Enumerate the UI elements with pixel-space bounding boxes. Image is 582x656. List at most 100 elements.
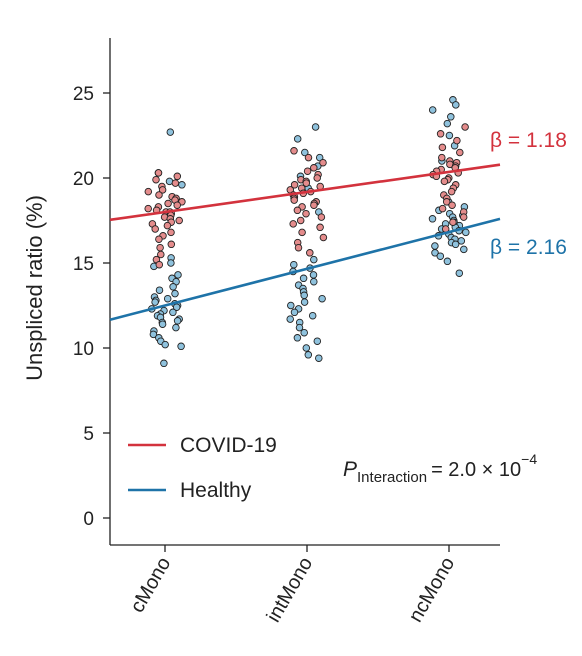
point-healthy [311,123,320,131]
point-healthy [290,260,298,269]
point-healthy [315,153,324,162]
point-healthy [155,286,164,294]
point-healthy [302,344,311,352]
point-covid-19 [310,164,318,172]
point-healthy [455,269,464,277]
point-covid-19 [459,213,468,221]
point-covid-19 [157,250,165,259]
point-covid-19 [152,175,160,184]
point-healthy [300,298,309,306]
point-healthy [151,298,159,306]
point-healthy [304,351,313,359]
point-healthy [172,303,181,311]
point-covid-19 [304,153,313,162]
point-healthy [299,274,308,283]
y-tick-label: 25 [73,84,94,105]
y-tick-label: 5 [83,424,94,445]
point-covid-19 [456,148,464,157]
point-healthy [452,101,460,109]
point-healthy [149,330,158,339]
point-covid-19 [173,172,182,181]
point-covid-19 [461,123,469,131]
point-healthy [169,283,177,291]
x-tick-label-intMono: intMono [263,554,318,627]
y-tick-label: 0 [83,509,94,530]
point-covid-19 [155,191,163,199]
point-healthy [286,315,294,323]
point-covid-19 [158,186,167,194]
point-covid-19 [302,209,310,218]
point-covid-19 [289,220,297,228]
point-covid-19 [298,228,306,237]
point-healthy [445,131,454,140]
beta-label-healthy: β = 2.16 [490,236,567,259]
point-covid-19 [290,147,298,155]
point-healthy [436,252,445,260]
point-healthy [158,320,167,328]
point-healthy [293,135,302,143]
point-covid-19 [164,199,172,208]
point-healthy [431,242,439,250]
x-tick-label-ncMono: ncMono [405,554,460,627]
point-healthy [300,328,308,337]
y-tick-label: 20 [73,169,94,190]
regression-line-healthy [109,217,501,321]
point-healthy [428,215,437,223]
point-healthy [290,308,299,317]
point-healthy [428,106,437,114]
point-healthy [167,259,175,267]
y-axis: 0 5 10 15 20 25 [73,38,111,545]
legend-label-covid: COVID-19 [180,434,277,457]
point-healthy [308,311,317,320]
point-covid-19 [436,130,445,138]
point-covid-19 [438,143,447,152]
point-healthy [178,181,186,189]
beta-label-covid: β = 1.18 [490,129,567,152]
point-covid-19 [167,228,175,237]
point-healthy [177,342,185,351]
point-covid-19 [310,201,318,209]
point-covid-19 [319,158,327,167]
point-covid-19 [290,196,298,204]
point-covid-19 [173,201,181,209]
point-healthy [163,294,172,303]
point-covid-19 [290,181,299,189]
point-covid-19 [156,243,164,252]
point-covid-19 [453,136,461,145]
x-axis: cMono intMono ncMono [110,544,500,627]
p-symbol: P [343,458,357,481]
point-healthy [161,340,169,349]
data-points [144,96,470,368]
point-healthy [174,271,182,279]
point-healthy [172,323,180,332]
legend-label-healthy: Healthy [180,479,252,502]
point-covid-19 [440,177,449,186]
point-healthy [460,245,468,254]
point-covid-19 [171,179,180,187]
point-covid-19 [447,187,456,196]
legend: COVID-19 Healthy [128,434,277,502]
y-tick-label: 15 [73,254,94,275]
point-healthy [318,294,326,303]
point-healthy [462,228,470,237]
point-covid-19 [296,216,305,225]
point-healthy [301,148,309,157]
point-covid-19 [438,204,447,213]
point-healthy [315,354,323,362]
point-healthy [173,317,182,325]
regression-line-covid-19 [109,163,501,222]
point-healthy [166,128,175,136]
point-healthy [443,257,452,266]
point-healthy [431,249,439,257]
point-covid-19 [154,169,163,177]
point-healthy [293,334,302,342]
point-covid-19 [293,206,302,215]
p-value: = 2.0 × 10 [431,459,521,481]
point-healthy [171,289,179,298]
point-covid-19 [175,216,183,225]
point-covid-19 [144,204,152,213]
point-covid-19 [294,243,303,252]
point-covid-19 [438,153,446,162]
point-covid-19 [151,225,159,233]
p-exponent: −4 [521,451,537,467]
